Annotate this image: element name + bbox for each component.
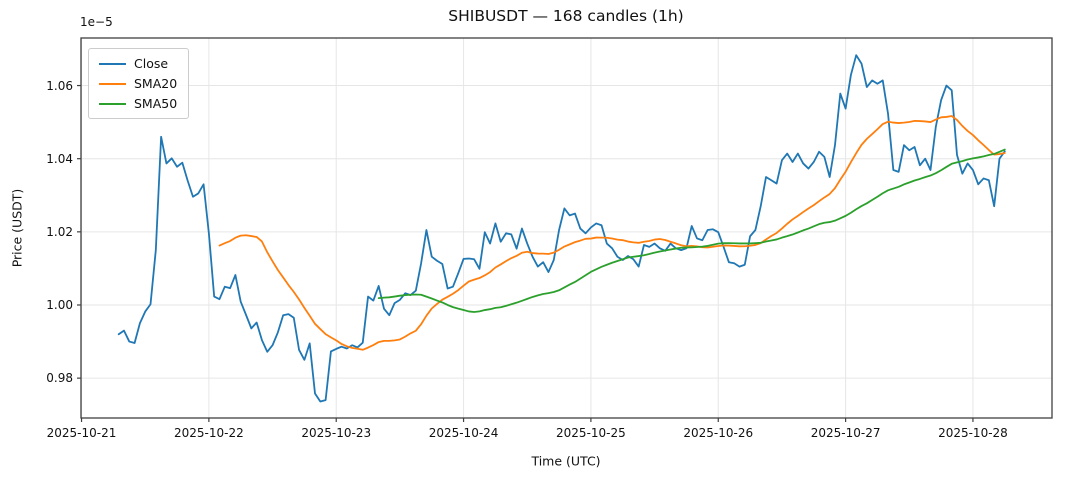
x-tick-label: 2025-10-27 bbox=[810, 426, 881, 440]
sma50-line bbox=[377, 148, 1006, 313]
legend-label-sma20: SMA20 bbox=[134, 76, 178, 91]
y-tick-label: 1.06 bbox=[46, 78, 73, 93]
sma20-line-swatch bbox=[99, 82, 126, 85]
chart-title: SHIBUSDT — 168 candles (1h) bbox=[448, 7, 684, 25]
y-tick-label: 1.02 bbox=[46, 224, 73, 239]
legend-item-sma20: SMA20 bbox=[99, 76, 177, 91]
sma20-line bbox=[218, 115, 1006, 351]
x-tick-label: 2025-10-21 bbox=[46, 426, 117, 440]
y-tick-label: 1.00 bbox=[46, 297, 73, 312]
legend-label-close: Close bbox=[134, 56, 169, 71]
x-tick-label: 2025-10-26 bbox=[683, 426, 754, 440]
x-tick-label: 2025-10-23 bbox=[301, 426, 372, 440]
x-tick-label: 2025-10-28 bbox=[938, 426, 1008, 440]
y-axis-offset-label: 1e−5 bbox=[80, 15, 113, 29]
close-line bbox=[117, 54, 1006, 403]
close-line-swatch bbox=[99, 62, 126, 65]
y-tick-label: 1.04 bbox=[46, 151, 73, 166]
x-tick-label: 2025-10-22 bbox=[173, 426, 244, 440]
x-axis-label: Time (UTC) bbox=[531, 453, 601, 469]
x-tick-label: 2025-10-25 bbox=[556, 426, 626, 440]
legend-item-sma50: SMA50 bbox=[99, 96, 177, 111]
y-tick-label: 0.98 bbox=[46, 371, 73, 386]
x-tick-label: 2025-10-24 bbox=[428, 426, 499, 440]
legend-item-close: Close bbox=[99, 56, 177, 71]
legend: Close SMA20 SMA50 bbox=[88, 48, 190, 119]
axes-spines bbox=[80, 37, 1053, 419]
sma50-line-swatch bbox=[99, 102, 126, 105]
legend-label-sma50: SMA50 bbox=[134, 96, 178, 111]
